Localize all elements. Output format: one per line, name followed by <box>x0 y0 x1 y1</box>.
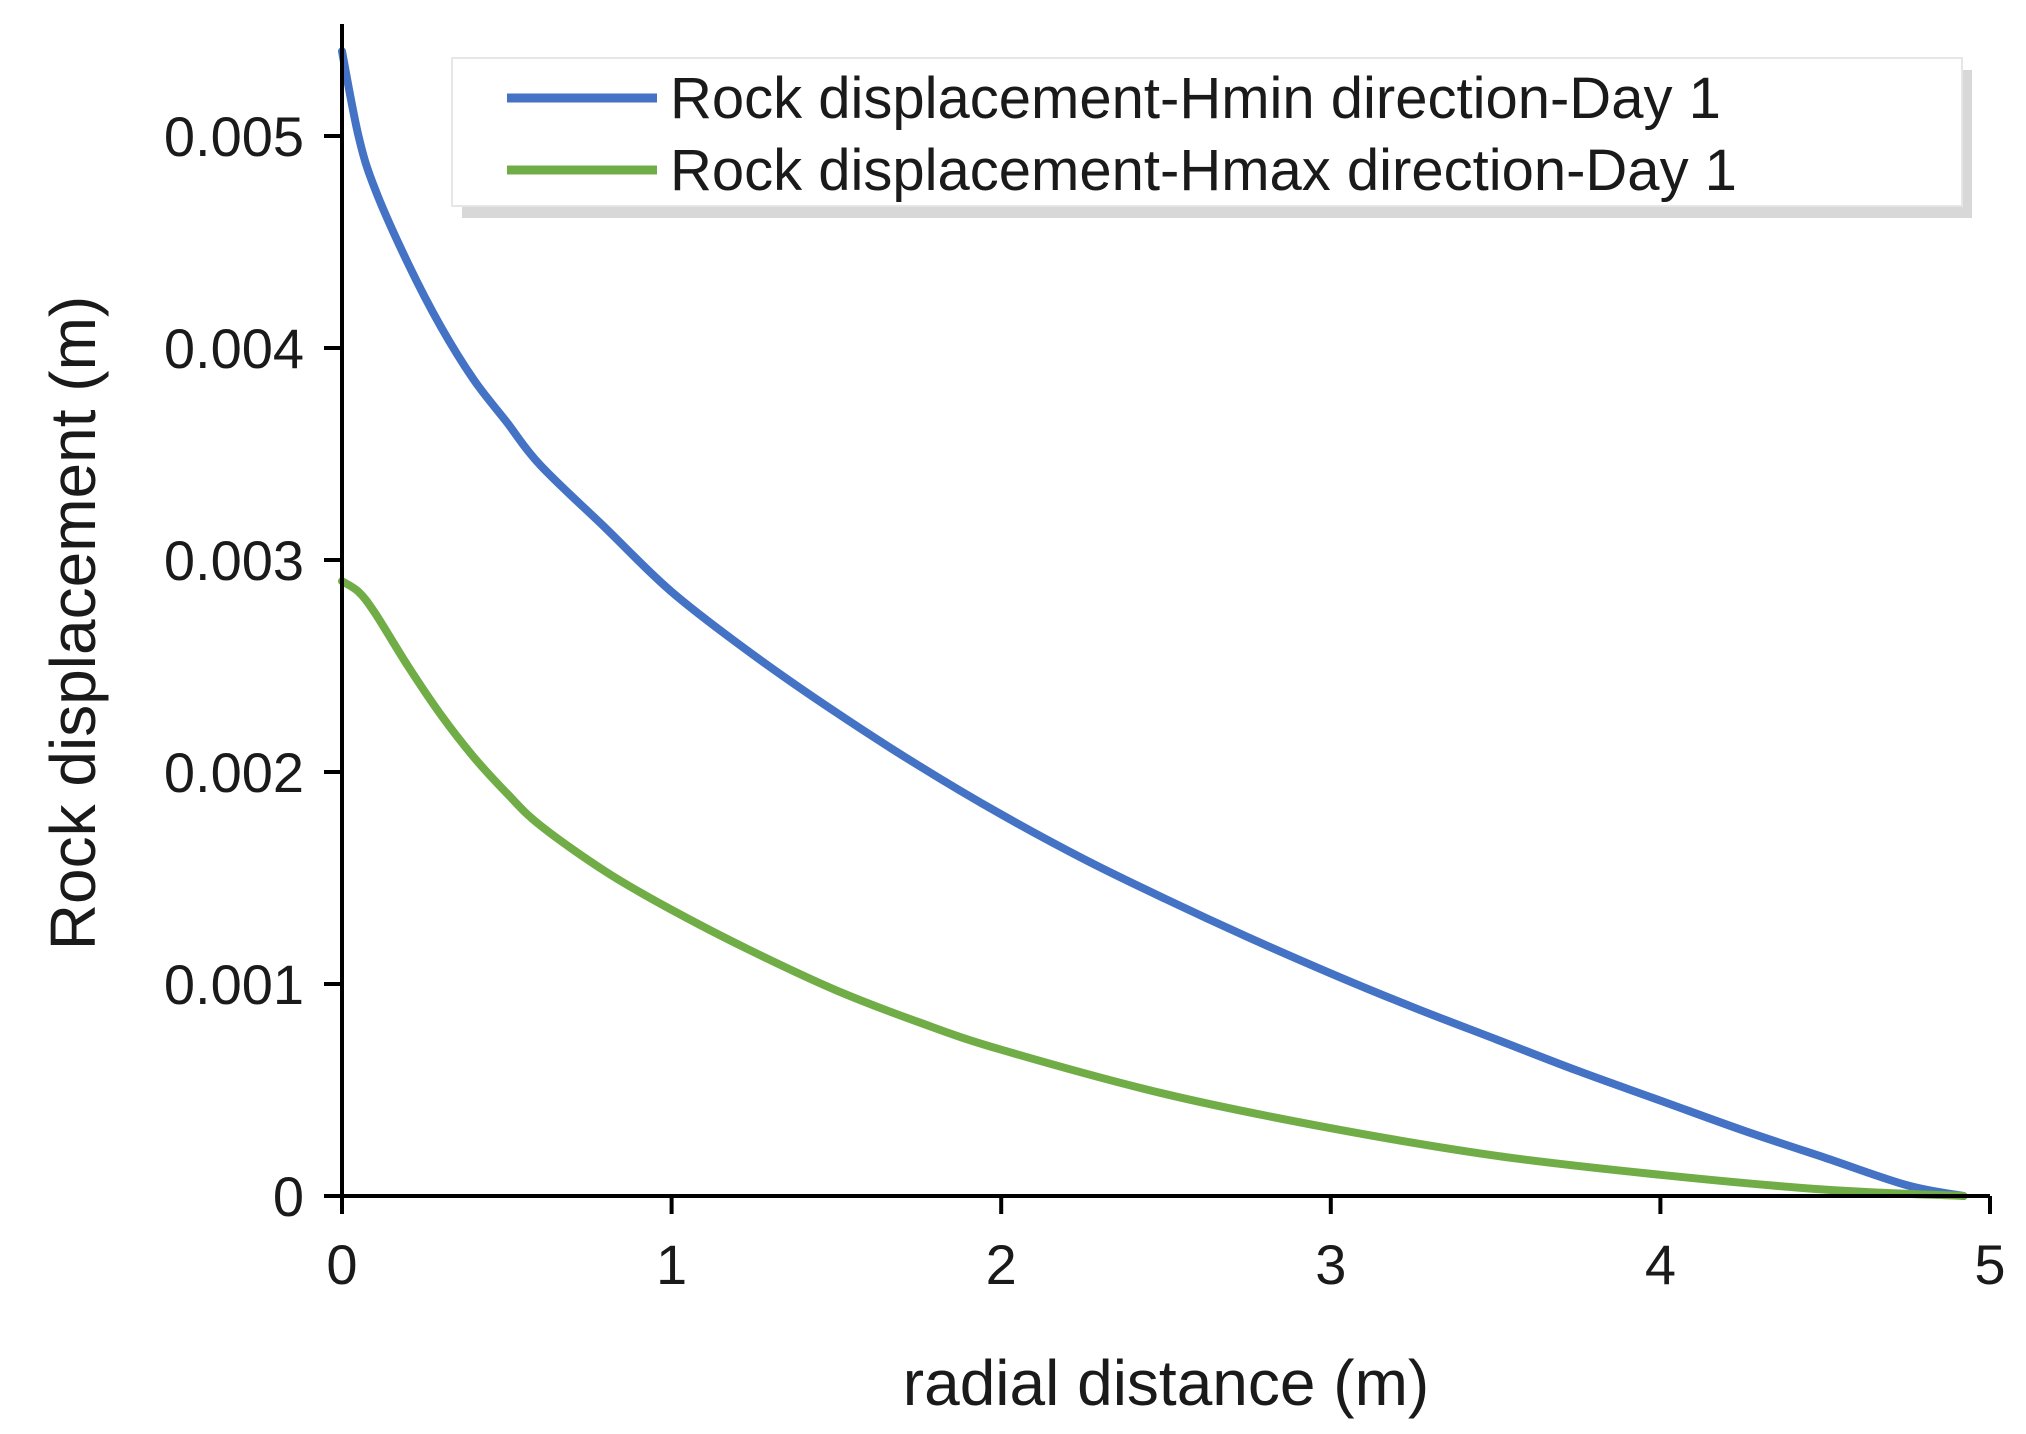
y-ticks: 0 0.001 0.002 0.003 0.004 0.005 <box>164 105 342 1228</box>
y-tick-label: 0.001 <box>164 953 304 1016</box>
x-tick-label: 1 <box>656 1233 687 1296</box>
series-layer <box>338 47 1968 1200</box>
y-tick-label: 0.002 <box>164 741 304 804</box>
x-tick-label: 4 <box>1645 1233 1676 1296</box>
y-tick-label: 0.003 <box>164 529 304 592</box>
legend-box <box>451 57 1963 207</box>
y-tick-label: 0.004 <box>164 317 304 380</box>
y-tick-label: 0 <box>273 1165 304 1228</box>
x-axis-title: radial distance (m) <box>903 1347 1429 1419</box>
y-tick-label: 0.005 <box>164 105 304 168</box>
axes-layer <box>340 24 1990 1198</box>
series-line-1 <box>338 47 1968 1200</box>
x-tick-label: 0 <box>326 1233 357 1296</box>
x-tick-label: 3 <box>1315 1233 1346 1296</box>
x-tick-label: 5 <box>1974 1233 2005 1296</box>
legend: Rock displacement-Hmin direction-Day 1 Ro… <box>451 57 1972 218</box>
legend-items: Rock displacement-Hmin direction-Day 1 Ro… <box>507 66 1737 203</box>
x-tick-label: 2 <box>986 1233 1017 1296</box>
series-line-2 <box>338 577 1968 1200</box>
x-ticks: 0 1 2 3 4 5 <box>326 1196 2006 1296</box>
y-axis-title: Rock displacement (m) <box>37 296 109 950</box>
legend-label-1: Rock displacement-Hmin direction-Day 1 <box>670 66 1721 131</box>
legend-label-2: Rock displacement-Hmax direction-Day 1 <box>670 138 1737 203</box>
